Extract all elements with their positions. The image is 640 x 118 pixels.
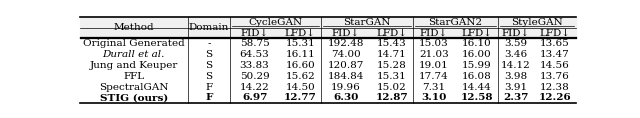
Text: 6.97: 6.97 xyxy=(242,93,268,102)
Text: 192.48: 192.48 xyxy=(328,39,364,48)
Text: 12.58: 12.58 xyxy=(460,93,493,102)
Text: 16.08: 16.08 xyxy=(461,72,492,81)
Text: StarGAN: StarGAN xyxy=(344,18,391,27)
Text: 15.02: 15.02 xyxy=(377,82,406,92)
Text: S: S xyxy=(205,61,212,70)
Text: LFD↓: LFD↓ xyxy=(376,29,407,38)
Text: FFL: FFL xyxy=(124,72,145,81)
Text: 16.00: 16.00 xyxy=(461,50,492,59)
Text: 12.38: 12.38 xyxy=(540,82,570,92)
Text: 14.12: 14.12 xyxy=(500,61,531,70)
Text: LFD↓: LFD↓ xyxy=(540,29,570,38)
Bar xyxy=(80,28,576,38)
Text: 12.87: 12.87 xyxy=(375,93,408,102)
Text: 14.56: 14.56 xyxy=(540,61,570,70)
Text: 3.46: 3.46 xyxy=(504,50,527,59)
Text: 3.91: 3.91 xyxy=(504,82,527,92)
Text: F: F xyxy=(205,93,212,102)
Text: 16.60: 16.60 xyxy=(285,61,315,70)
Text: CycleGAN: CycleGAN xyxy=(249,18,303,27)
Text: 14.22: 14.22 xyxy=(240,82,269,92)
Text: 16.10: 16.10 xyxy=(461,39,492,48)
Text: 3.59: 3.59 xyxy=(504,39,527,48)
Text: 2.37: 2.37 xyxy=(503,93,528,102)
Text: LFD↓: LFD↓ xyxy=(285,29,316,38)
Text: FID↓: FID↓ xyxy=(420,29,448,38)
Text: 13.65: 13.65 xyxy=(540,39,570,48)
Text: 19.01: 19.01 xyxy=(419,61,449,70)
Text: FID↓: FID↓ xyxy=(502,29,530,38)
Text: 6.30: 6.30 xyxy=(333,93,358,102)
Text: StarGAN2: StarGAN2 xyxy=(428,18,483,27)
Text: StyleGAN: StyleGAN xyxy=(511,18,563,27)
Text: 14.44: 14.44 xyxy=(461,82,492,92)
Text: -: - xyxy=(207,39,211,48)
Text: 64.53: 64.53 xyxy=(240,50,269,59)
Text: STIG (ours): STIG (ours) xyxy=(100,93,168,102)
Text: FID↓: FID↓ xyxy=(332,29,360,38)
Text: Method: Method xyxy=(113,23,154,32)
Text: 184.84: 184.84 xyxy=(328,72,364,81)
Text: 3.10: 3.10 xyxy=(421,93,447,102)
Text: 19.96: 19.96 xyxy=(331,82,361,92)
Text: FID↓: FID↓ xyxy=(241,29,269,38)
Text: SpectralGAN: SpectralGAN xyxy=(99,82,168,92)
Text: S: S xyxy=(205,72,212,81)
Text: LFD↓: LFD↓ xyxy=(461,29,492,38)
Text: 12.26: 12.26 xyxy=(538,93,571,102)
Text: 15.99: 15.99 xyxy=(461,61,492,70)
Text: 14.71: 14.71 xyxy=(377,50,406,59)
Text: 21.03: 21.03 xyxy=(419,50,449,59)
Text: 15.31: 15.31 xyxy=(377,72,406,81)
Text: 17.74: 17.74 xyxy=(419,72,449,81)
Text: F: F xyxy=(205,82,212,92)
Text: 3.98: 3.98 xyxy=(504,72,527,81)
Text: 15.28: 15.28 xyxy=(377,61,406,70)
Text: 58.75: 58.75 xyxy=(240,39,269,48)
Text: 33.83: 33.83 xyxy=(240,61,269,70)
Text: Domain: Domain xyxy=(189,23,229,32)
Text: 12.77: 12.77 xyxy=(284,93,317,102)
Text: 50.29: 50.29 xyxy=(240,72,269,81)
Text: 15.31: 15.31 xyxy=(285,39,315,48)
Text: Durall et al.: Durall et al. xyxy=(102,50,165,59)
Text: 13.47: 13.47 xyxy=(540,50,570,59)
Text: S: S xyxy=(205,50,212,59)
Text: 14.50: 14.50 xyxy=(285,82,315,92)
Text: 13.76: 13.76 xyxy=(540,72,570,81)
Text: 74.00: 74.00 xyxy=(331,50,361,59)
Bar xyxy=(80,17,576,28)
Text: Jung and Keuper: Jung and Keuper xyxy=(90,61,178,70)
Text: Original Generated: Original Generated xyxy=(83,39,185,48)
Text: 120.87: 120.87 xyxy=(328,61,364,70)
Text: 15.62: 15.62 xyxy=(285,72,315,81)
Text: 15.03: 15.03 xyxy=(419,39,449,48)
Text: 7.31: 7.31 xyxy=(422,82,445,92)
Text: 15.43: 15.43 xyxy=(377,39,406,48)
Text: 16.11: 16.11 xyxy=(285,50,315,59)
